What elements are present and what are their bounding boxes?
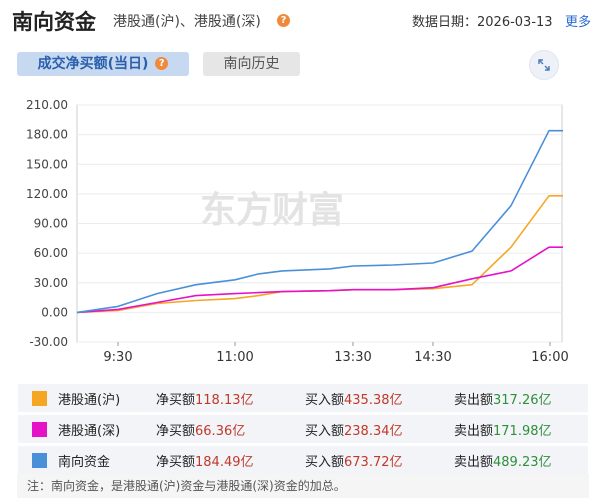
y-tick-label: 180.00 xyxy=(26,128,68,142)
net-buy-label: 净买额 xyxy=(156,424,196,439)
series-line xyxy=(76,129,563,314)
sell-label: 卖出额 xyxy=(454,393,494,408)
x-tick-label: 13:30 xyxy=(334,350,371,365)
y-tick-label: 30.00 xyxy=(34,276,68,290)
sell-label: 卖出额 xyxy=(454,455,494,470)
page-title: 南向资金 xyxy=(12,10,96,34)
y-axis: 210.00 180.00 150.00 120.00 90.00 60.00 30.00 0… xyxy=(26,98,68,349)
legend-name: 港股通(沪) xyxy=(58,393,121,408)
x-axis: 9:30 11:00 13:30 14:30 16:00 xyxy=(103,342,569,365)
legend-swatch xyxy=(32,422,47,437)
net-buy-cell: 净买额118.13亿 xyxy=(156,389,254,408)
legend-row: 南向资金 净买额184.49亿 买入额673.72亿 卖出额489.23亿 xyxy=(18,446,588,474)
tab-bar: 成交净买额(当日) ? 南向历史 xyxy=(0,50,607,80)
y-tick-label: 90.00 xyxy=(34,217,68,231)
net-buy-label: 净买额 xyxy=(156,393,196,408)
tab-label: 南向历史 xyxy=(223,56,280,72)
sell-cell: 卖出额171.98亿 xyxy=(454,420,552,439)
sell-value: 489.23亿 xyxy=(493,455,552,470)
legend-swatch xyxy=(32,453,47,468)
net-buy-label: 净买额 xyxy=(156,455,196,470)
tab-southbound-history[interactable]: 南向历史 xyxy=(203,52,300,76)
y-tick-label: 0.00 xyxy=(41,305,68,319)
legend-swatch xyxy=(32,391,47,406)
net-buy-value: 118.13亿 xyxy=(195,393,254,408)
y-tick-label: 120.00 xyxy=(26,187,68,201)
sell-cell: 卖出额317.26亿 xyxy=(454,389,552,408)
legend-name: 南向资金 xyxy=(58,455,111,470)
header: 南向资金 港股通(沪)、港股通(深) ? 数据日期：2026-03-13 更多 xyxy=(0,0,607,40)
page-subtitle: 港股通(沪)、港股通(深) xyxy=(113,14,261,30)
net-buy-value: 66.36亿 xyxy=(195,424,246,439)
buy-value: 435.38亿 xyxy=(344,393,403,408)
data-date: 数据日期：2026-03-13 xyxy=(412,15,553,30)
buy-cell: 买入额238.34亿 xyxy=(305,420,403,439)
y-tick-label: 150.00 xyxy=(26,157,68,171)
expand-button[interactable] xyxy=(529,50,559,80)
chart: 东方财富 210.00 180.00 150.00 120.00 90.00 60.00 3… xyxy=(0,90,607,375)
net-buy-cell: 净买额184.49亿 xyxy=(156,451,254,470)
sell-value: 171.98亿 xyxy=(493,424,552,439)
sell-value: 317.26亿 xyxy=(493,393,552,408)
watermark-text: 东方财富 xyxy=(200,189,344,231)
legend-row: 港股通(深) 净买额66.36亿 买入额238.34亿 卖出额171.98亿 xyxy=(18,415,588,443)
footnote: 注：南向资金，是港股通(沪)资金与港股通(深)资金的加总。 xyxy=(17,474,589,498)
buy-value: 238.34亿 xyxy=(344,424,403,439)
tab-net-buy-today[interactable]: 成交净买额(当日) ? xyxy=(17,52,189,76)
legend-row: 港股通(沪) 净买额118.13亿 买入额435.38亿 卖出额317.26亿 xyxy=(18,384,588,412)
legend-name: 港股通(深) xyxy=(58,424,121,439)
y-tick-label: 60.00 xyxy=(34,246,68,260)
grid xyxy=(76,104,563,343)
buy-label: 买入额 xyxy=(305,424,345,439)
buy-value: 673.72亿 xyxy=(344,455,403,470)
help-icon[interactable]: ? xyxy=(155,56,169,70)
line-chart: 东方财富 210.00 180.00 150.00 120.00 90.00 60.00 3… xyxy=(26,98,569,365)
expand-icon xyxy=(538,59,550,71)
x-tick-label: 14:30 xyxy=(414,350,451,365)
more-link[interactable]: 更多 xyxy=(565,15,592,30)
tab-label: 成交净买额(当日) xyxy=(37,56,149,72)
net-buy-value: 184.49亿 xyxy=(195,455,254,470)
buy-label: 买入额 xyxy=(305,393,345,408)
x-tick-label: 9:30 xyxy=(103,350,132,365)
y-tick-label: -30.00 xyxy=(29,335,68,349)
sell-cell: 卖出额489.23亿 xyxy=(454,451,552,470)
net-buy-cell: 净买额66.36亿 xyxy=(156,420,245,439)
sell-label: 卖出额 xyxy=(454,424,494,439)
help-icon[interactable]: ? xyxy=(277,14,290,27)
x-tick-label: 11:00 xyxy=(216,350,253,365)
y-tick-label: 210.00 xyxy=(26,98,68,112)
buy-cell: 买入额673.72亿 xyxy=(305,451,403,470)
buy-label: 买入额 xyxy=(305,455,345,470)
buy-cell: 买入额435.38亿 xyxy=(305,389,403,408)
series-line xyxy=(76,246,563,314)
x-tick-label: 16:00 xyxy=(531,350,568,365)
series-lines xyxy=(76,129,563,314)
